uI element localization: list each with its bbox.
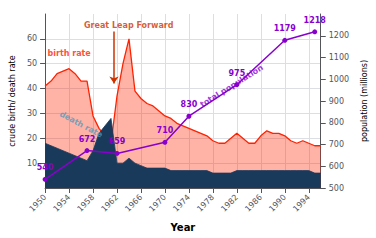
svg-text:crude birth/ death rate: crude birth/ death rate <box>8 55 17 146</box>
svg-text:1200: 1200 <box>329 31 349 40</box>
svg-text:Great Leap Forward: Great Leap Forward <box>84 21 174 30</box>
svg-text:500: 500 <box>329 184 344 193</box>
svg-text:975: 975 <box>228 68 246 78</box>
svg-text:672: 672 <box>78 134 96 144</box>
svg-text:1994: 1994 <box>291 193 312 214</box>
svg-text:1974: 1974 <box>171 193 192 214</box>
svg-text:1958: 1958 <box>75 193 96 214</box>
svg-text:birth rate: birth rate <box>47 49 91 58</box>
svg-text:1978: 1978 <box>195 193 216 214</box>
svg-text:1970: 1970 <box>147 193 168 214</box>
svg-text:total population: total population <box>199 63 266 109</box>
svg-text:Year: Year <box>170 222 196 233</box>
svg-text:death rate: death rate <box>58 109 105 139</box>
svg-text:600: 600 <box>329 162 344 171</box>
svg-text:1000: 1000 <box>329 75 349 84</box>
svg-text:1986: 1986 <box>243 193 264 214</box>
svg-text:540: 540 <box>37 163 54 172</box>
svg-text:10: 10 <box>27 159 37 168</box>
svg-text:20: 20 <box>27 134 37 143</box>
svg-text:population (millions): population (millions) <box>360 60 369 142</box>
svg-text:30: 30 <box>27 109 37 118</box>
svg-text:659: 659 <box>109 137 126 146</box>
svg-text:900: 900 <box>329 97 344 106</box>
svg-text:1990: 1990 <box>267 193 288 214</box>
svg-text:60: 60 <box>27 34 37 43</box>
svg-text:830: 830 <box>181 100 198 109</box>
svg-text:1954: 1954 <box>51 193 72 214</box>
svg-text:1966: 1966 <box>123 193 144 214</box>
svg-text:800: 800 <box>329 118 344 127</box>
svg-text:40: 40 <box>27 84 37 93</box>
svg-text:710: 710 <box>157 126 174 135</box>
svg-text:1100: 1100 <box>329 53 349 62</box>
svg-text:1982: 1982 <box>219 193 240 214</box>
svg-text:1950: 1950 <box>28 193 49 214</box>
svg-text:1179: 1179 <box>274 24 297 33</box>
svg-text:50: 50 <box>27 59 37 68</box>
svg-text:1962: 1962 <box>99 193 120 214</box>
svg-text:1218: 1218 <box>304 16 327 25</box>
svg-text:700: 700 <box>329 140 344 149</box>
